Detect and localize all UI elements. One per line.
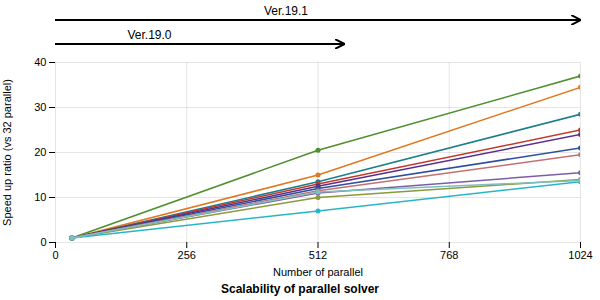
svg-text:Speed up ratio (vs 32 parallel: Speed up ratio (vs 32 parallel) [1, 79, 13, 226]
svg-text:20: 20 [34, 146, 46, 158]
svg-text:10: 10 [34, 191, 46, 203]
svg-text:0: 0 [52, 249, 58, 261]
svg-text:512: 512 [309, 249, 327, 261]
svg-text:0: 0 [40, 236, 46, 248]
html-text:Scalability of parallel solver: Scalability of parallel solver [221, 282, 379, 296]
svg-text:30: 30 [34, 101, 46, 113]
svg-text:Number of parallel: Number of parallel [273, 266, 363, 278]
svg-text:Ver.19.1: Ver.19.1 [264, 4, 308, 18]
svg-text:768: 768 [440, 249, 458, 261]
svg-text:1024: 1024 [568, 249, 592, 261]
svg-text:Ver.19.0: Ver.19.0 [127, 28, 171, 42]
svg-text:40: 40 [34, 56, 46, 68]
svg-text:256: 256 [178, 249, 196, 261]
